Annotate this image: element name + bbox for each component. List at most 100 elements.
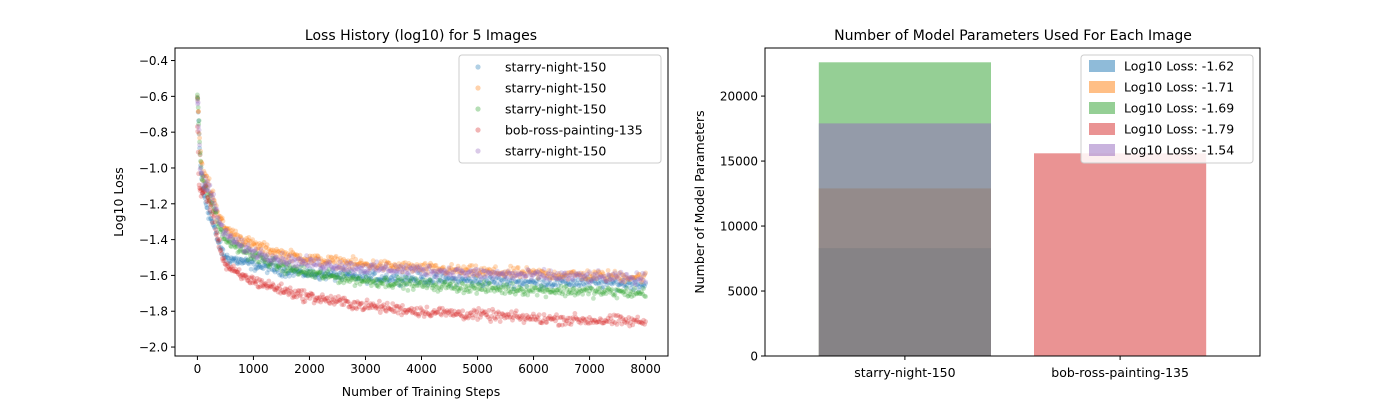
loss-point xyxy=(408,278,413,284)
loss-point xyxy=(389,267,395,273)
loss-point xyxy=(352,262,358,268)
loss-point xyxy=(200,178,206,183)
loss-point xyxy=(400,269,405,275)
loss-point xyxy=(423,270,429,276)
loss-point xyxy=(252,252,258,258)
loss-point xyxy=(532,285,537,290)
loss-point xyxy=(359,300,365,306)
loss-point xyxy=(452,312,458,317)
loss-point xyxy=(613,287,619,293)
loss-point xyxy=(330,266,335,272)
loss-point xyxy=(532,314,537,319)
loss-point xyxy=(288,266,294,272)
loss-point xyxy=(256,253,262,258)
loss-point xyxy=(195,105,201,110)
loss-point xyxy=(237,272,243,278)
loss-point xyxy=(633,282,639,287)
loss-point xyxy=(425,311,431,316)
loss-point xyxy=(243,250,249,256)
loss-point xyxy=(297,268,303,273)
loss-point xyxy=(485,314,491,320)
loss-point xyxy=(458,270,464,276)
loss-point xyxy=(527,316,532,322)
loss-point xyxy=(245,248,250,253)
loss-point xyxy=(459,280,465,286)
loss-point xyxy=(277,272,283,278)
loss-point xyxy=(348,275,353,281)
loss-point xyxy=(472,308,478,314)
loss-point xyxy=(453,267,459,273)
loss-point xyxy=(195,129,201,134)
loss-point xyxy=(392,281,397,287)
loss-point xyxy=(211,223,217,228)
loss-point xyxy=(233,269,239,275)
loss-point xyxy=(313,297,319,303)
loss-point xyxy=(328,270,334,276)
loss-point xyxy=(394,268,400,273)
loss-point xyxy=(580,277,585,283)
loss-point xyxy=(527,279,532,285)
loss-point xyxy=(251,256,257,262)
loss-point xyxy=(557,315,563,320)
loss-point xyxy=(384,261,389,267)
loss-point xyxy=(505,311,511,317)
loss-point xyxy=(231,263,236,269)
loss-point xyxy=(208,202,214,208)
loss-point xyxy=(275,249,281,255)
loss-point xyxy=(391,282,396,288)
loss-point xyxy=(583,276,588,282)
loss-point xyxy=(408,278,413,284)
x-tick-label: 8000 xyxy=(630,362,661,376)
loss-point xyxy=(309,291,314,297)
loss-point xyxy=(323,259,329,264)
loss-point xyxy=(227,239,233,245)
loss-point xyxy=(195,96,201,101)
loss-point xyxy=(233,267,239,272)
loss-point xyxy=(270,262,276,268)
loss-point xyxy=(243,244,249,250)
loss-point xyxy=(577,280,583,286)
loss-point xyxy=(235,241,241,247)
loss-point xyxy=(313,256,319,261)
loss-point xyxy=(275,263,281,269)
loss-point xyxy=(219,216,225,222)
legend-marker xyxy=(475,85,481,91)
loss-point xyxy=(229,240,235,246)
loss-point xyxy=(605,315,611,321)
loss-point xyxy=(472,278,478,284)
loss-point xyxy=(348,261,353,266)
loss-point xyxy=(444,282,450,287)
loss-point xyxy=(442,268,448,274)
loss-point xyxy=(394,271,400,277)
loss-point xyxy=(244,236,250,241)
loss-point xyxy=(197,139,203,145)
loss-point xyxy=(329,273,335,279)
loss-point xyxy=(409,262,414,268)
loss-point xyxy=(333,299,339,305)
loss-point xyxy=(299,263,304,268)
loss-point xyxy=(236,237,241,243)
loss-point xyxy=(262,252,268,258)
loss-point xyxy=(197,185,203,191)
loss-point xyxy=(417,270,422,276)
loss-point xyxy=(448,283,454,289)
loss-point xyxy=(317,262,323,268)
loss-point xyxy=(349,303,354,309)
loss-point xyxy=(573,282,579,288)
loss-point xyxy=(451,273,456,278)
loss-point xyxy=(497,271,503,276)
loss-point xyxy=(296,271,302,277)
loss-point xyxy=(326,262,332,267)
loss-point xyxy=(353,276,359,282)
loss-point xyxy=(422,311,428,317)
loss-point xyxy=(315,261,320,266)
loss-point xyxy=(390,285,396,290)
loss-point xyxy=(632,285,638,291)
loss-point xyxy=(537,286,543,292)
loss-point xyxy=(362,261,367,267)
loss-point xyxy=(548,316,554,322)
loss-point xyxy=(464,273,469,279)
loss-point xyxy=(428,313,433,319)
loss-point xyxy=(587,283,592,289)
loss-point xyxy=(223,227,229,233)
